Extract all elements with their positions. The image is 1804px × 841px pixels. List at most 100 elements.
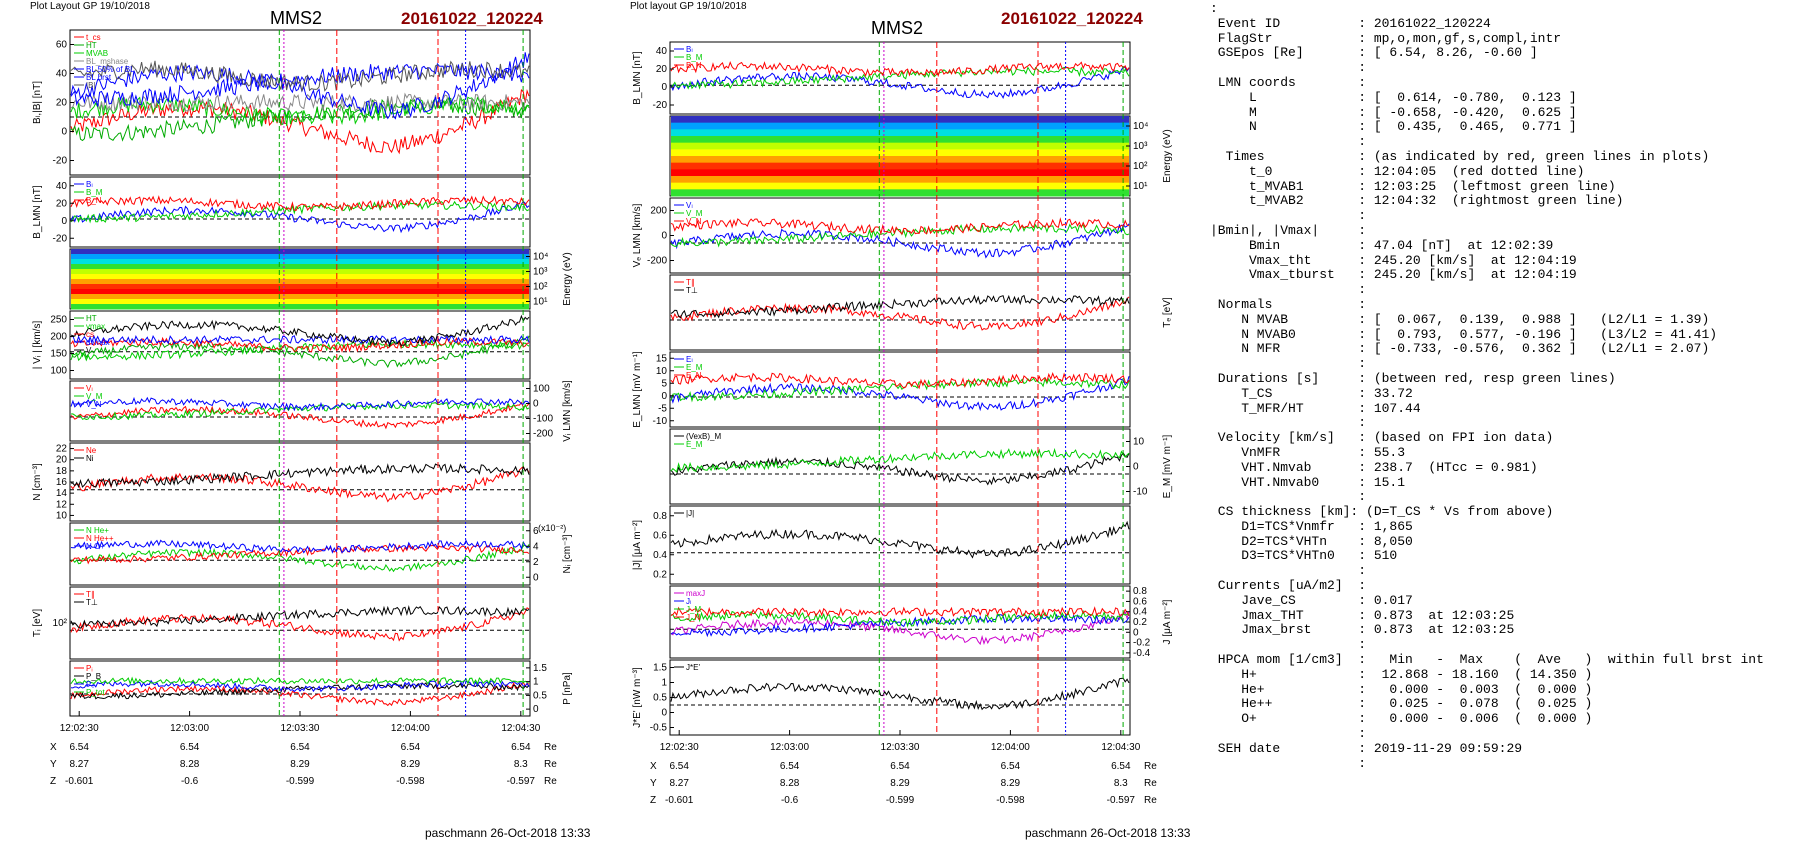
middle-tick-label: 10	[656, 366, 668, 377]
left-series-line	[70, 200, 530, 224]
left-legend-label: P_tot	[86, 688, 105, 697]
middle-legend-label: Eₗ	[686, 355, 693, 364]
left-tick-label: 22	[56, 444, 68, 455]
middle-series-line	[670, 222, 1130, 248]
middle-spectrogram-band	[671, 129, 1129, 137]
middle-axis-label: E_M [mV m⁻¹]	[1162, 434, 1173, 498]
middle-coord-axis-label: X	[650, 761, 657, 772]
left-coord-value: 6.54	[511, 742, 531, 753]
middle-tick-label: 0.2	[1133, 617, 1147, 628]
left-spectrogram-band	[71, 264, 529, 270]
left-time-tick-label: 12:02:30	[60, 723, 99, 734]
left-coord-value: -0.598	[396, 776, 425, 787]
middle-panel-frame	[669, 505, 1131, 585]
left-coord-axis-label: X	[50, 742, 57, 753]
left-coord-value: 8.27	[69, 759, 89, 770]
left-legend-label: Ne	[86, 446, 97, 455]
middle-axis-label: J [μA m⁻²]	[1162, 599, 1173, 644]
left-legend-label: V_M	[86, 392, 103, 401]
middle-legend-label: E_M	[686, 363, 703, 372]
left-series-line	[70, 338, 530, 362]
left-axis-label: Energy (eV)	[562, 252, 573, 305]
left-series-line	[70, 94, 530, 126]
left-series-line	[70, 52, 530, 120]
left-series-line	[70, 97, 530, 142]
left-tick-label: 100	[50, 366, 67, 377]
middle-time-tick-label: 12:03:00	[770, 742, 809, 753]
middle-spectrogram-band	[671, 189, 1129, 197]
middle-tick-label: 0.8	[653, 511, 667, 522]
left-tick-label: 100	[533, 384, 550, 395]
middle-series-line	[670, 66, 1130, 99]
middle-tick-label: -0.5	[650, 723, 668, 734]
left-spectrogram-band	[71, 269, 529, 275]
left-legend-label: N He++	[86, 534, 114, 543]
middle-panel-frame	[669, 428, 1131, 505]
left-series-line	[70, 605, 530, 629]
middle-spectrogram-band	[671, 116, 1129, 124]
middle-tick-label: 1.5	[653, 663, 667, 674]
middle-tick-label: -10	[1133, 487, 1148, 498]
left-tick-label: 250	[50, 315, 67, 326]
left-series-line	[70, 335, 530, 369]
middle-legend-label: J_N	[686, 613, 700, 622]
left-tick-label: -200	[533, 429, 553, 440]
left-series-line	[70, 682, 530, 700]
left-spectrogram-band	[71, 289, 529, 295]
left-legend-label: HT	[86, 41, 97, 50]
left-panel-frame	[69, 380, 531, 442]
left-event-title: 20161022_120224	[401, 9, 543, 28]
middle-axis-label: B_LMN [nT]	[632, 51, 643, 105]
left-series-line	[70, 336, 530, 353]
middle-legend-label: (VexB)_M	[686, 432, 721, 441]
middle-series-line	[670, 371, 1130, 390]
left-axis-label: Bₗ,|B| [nT]	[32, 81, 43, 124]
middle-series-line	[670, 294, 1130, 319]
left-series-line	[70, 334, 530, 345]
left-tick-label: -20	[53, 233, 68, 244]
middle-series-line	[670, 609, 1130, 628]
middle-coord-value: 6.54	[1001, 761, 1021, 772]
left-tick-label: 4	[533, 541, 539, 552]
left-legend-label: |B|	[86, 81, 96, 90]
middle-series-line	[670, 611, 1130, 646]
left-coord-value: 6.54	[401, 742, 421, 753]
left-coord-value: 6.54	[69, 742, 89, 753]
middle-series-line	[670, 61, 1130, 78]
middle-tick-label: -10	[653, 416, 668, 427]
middle-legend-label: T⊥	[686, 286, 698, 295]
middle-coord-unit: Re	[1144, 795, 1157, 806]
middle-tick-label: 1	[661, 678, 667, 689]
middle-tick-label: 0.5	[653, 693, 667, 704]
left-legend-label: vmax	[86, 322, 105, 331]
middle-series-line	[670, 66, 1130, 90]
middle-legend-label: B_N	[686, 61, 702, 70]
middle-series-line	[670, 447, 1130, 473]
middle-coord-value: -0.599	[886, 795, 915, 806]
middle-series-line	[670, 223, 1130, 259]
left-spectrogram-band	[71, 254, 529, 260]
middle-tick-label: -0.4	[1133, 648, 1151, 659]
middle-coord-value: 8.29	[890, 778, 910, 789]
left-axis-label: B_LMN [nT]	[32, 185, 43, 239]
left-tick-label: 10¹	[533, 297, 548, 308]
left-tick-label: 16	[56, 477, 68, 488]
middle-legend-label: V_N	[686, 217, 702, 226]
middle-legend-label: Vₗ	[686, 201, 693, 210]
middle-axis-label: Energy (eV)	[1162, 129, 1173, 182]
left-legend-label: MVAB	[86, 49, 108, 58]
middle-coord-value: 8.27	[669, 778, 689, 789]
left-legend-label: BL 50% of BL	[86, 65, 135, 74]
left-legend-label: dvmax	[86, 338, 110, 347]
middle-legend-label: T∥	[686, 278, 695, 287]
left-tick-label: 1.5	[533, 663, 547, 674]
left-panel-frame	[69, 586, 531, 660]
middle-legend-label: |J|	[686, 509, 694, 518]
left-legend-label: HT	[86, 314, 97, 323]
left-panel-frame	[69, 522, 531, 586]
left-legend-label: Pᵢ	[86, 664, 93, 673]
left-spacecraft-title: MMS2	[270, 8, 323, 28]
middle-series-line	[670, 520, 1130, 559]
middle-tick-label: 20	[656, 64, 668, 75]
